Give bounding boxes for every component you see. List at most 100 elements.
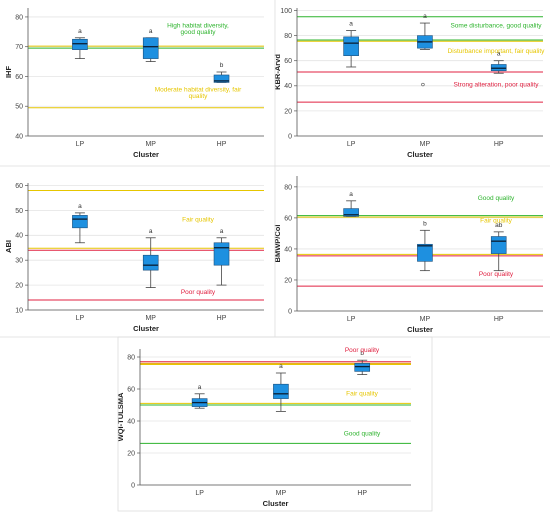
significance-label: a <box>149 28 153 35</box>
box-LP <box>343 208 359 217</box>
threshold-annotation: Moderate habitat diversity, fair <box>155 86 242 93</box>
threshold-annotation: Fair quality <box>346 390 379 397</box>
chart-panel-3: 10 20 30 40 50 60 a LP a MP a HP Fair quality Poor qu… <box>4 183 264 333</box>
threshold-annotation: good quality <box>180 29 216 36</box>
x-tick-label: MP <box>145 141 156 148</box>
y-axis-title: IHF <box>4 66 13 79</box>
significance-label: a <box>349 21 353 28</box>
x-tick-label: HP <box>217 315 227 322</box>
y-axis-title: ABI <box>4 240 13 253</box>
y-tick-label: 80 <box>284 33 292 40</box>
x-tick-label: MP <box>420 316 431 323</box>
x-tick-label: HP <box>494 141 504 148</box>
x-axis-title: Cluster <box>407 325 433 334</box>
y-tick-label: 20 <box>127 450 135 457</box>
box-MP <box>142 254 159 271</box>
x-tick-label: MP <box>420 141 431 148</box>
significance-label: a <box>220 228 224 235</box>
x-axis-title: Cluster <box>133 324 159 333</box>
y-tick-label: 40 <box>15 233 23 240</box>
y-tick-label: 80 <box>284 184 292 191</box>
box-HP <box>490 236 507 254</box>
significance-label: a <box>279 363 283 370</box>
threshold-annotation: quality <box>189 93 209 100</box>
significance-label: b <box>360 350 364 357</box>
x-axis-title: Cluster <box>407 150 433 159</box>
threshold-annotation: Poor quality <box>181 289 216 296</box>
y-tick-label: 0 <box>288 308 292 315</box>
x-tick-label: MP <box>276 490 287 497</box>
box-LP <box>72 215 88 229</box>
y-tick-label: 100 <box>280 8 292 15</box>
y-tick-label: 20 <box>284 108 292 115</box>
significance-label: ab <box>495 222 503 229</box>
y-tick-label: 60 <box>284 58 292 65</box>
significance-label: a <box>497 51 501 58</box>
significance-label: b <box>423 220 427 227</box>
threshold-annotation: Some disturbance, good quality <box>450 22 542 29</box>
x-tick-label: LP <box>76 141 85 148</box>
chart-panel-5: 0 20 40 60 80 a LP a MP b HP Poor quality Fair quali… <box>116 347 411 508</box>
x-tick-label: HP <box>494 316 504 323</box>
y-axis-title: WQI-TULSMA <box>116 392 125 441</box>
threshold-annotation: Fair quality <box>182 217 215 224</box>
significance-label: b <box>220 62 224 69</box>
chart-panel-4: 0 20 40 60 80 a LP b MP ab HP Good quality Fair qual… <box>273 176 543 334</box>
y-tick-label: 10 <box>15 307 23 314</box>
chart-panel-2: 0 20 40 60 80 100 a LP a MP a HP Some disturbance, g… <box>273 8 545 159</box>
threshold-annotation: Strong alteration, poor quality <box>454 81 540 88</box>
box-HP <box>213 242 230 266</box>
significance-label: a <box>198 384 202 391</box>
y-tick-label: 40 <box>284 83 292 90</box>
x-tick-label: LP <box>76 315 85 322</box>
x-tick-label: LP <box>195 490 204 497</box>
y-tick-label: 20 <box>15 282 23 289</box>
y-tick-label: 80 <box>15 14 23 21</box>
bottom-panel-border <box>117 336 433 512</box>
threshold-annotation: Poor quality <box>345 347 380 354</box>
x-tick-label: HP <box>217 141 227 148</box>
x-tick-label: LP <box>347 316 356 323</box>
chart-panel-1: 40 50 60 70 80 a LP a MP b HP High habitat diversit… <box>4 8 264 159</box>
x-tick-label: HP <box>357 490 367 497</box>
box-MP <box>142 37 159 59</box>
y-tick-label: 30 <box>15 258 23 265</box>
significance-label: a <box>149 228 153 235</box>
box-LP <box>343 36 359 56</box>
y-tick-label: 50 <box>15 104 23 111</box>
box-HP <box>213 74 230 83</box>
y-tick-label: 60 <box>127 386 135 393</box>
y-tick-label: 80 <box>127 354 135 361</box>
x-tick-label: LP <box>347 141 356 148</box>
threshold-annotation: High habitat diversity, <box>167 22 229 29</box>
y-tick-label: 20 <box>284 277 292 284</box>
threshold-annotation: Poor quality <box>479 271 514 278</box>
threshold-annotation: Disturbance important, fair quality <box>448 48 546 55</box>
box-LP <box>72 38 88 50</box>
significance-label: a <box>78 203 82 210</box>
significance-label: a <box>78 28 82 35</box>
threshold-annotation: Good quality <box>344 430 381 437</box>
outlier-point <box>421 82 425 87</box>
y-tick-label: 40 <box>127 418 135 425</box>
y-axis-title: KBR-Arvd <box>273 54 282 90</box>
y-tick-label: 40 <box>15 133 23 140</box>
threshold-annotation: Fair quality <box>480 218 513 225</box>
y-tick-label: 60 <box>15 183 23 190</box>
y-tick-label: 60 <box>284 215 292 222</box>
significance-label: a <box>349 191 353 198</box>
y-tick-label: 50 <box>15 208 23 215</box>
significance-label: a <box>423 13 427 20</box>
box-HP <box>354 363 371 372</box>
box-MP <box>417 243 433 262</box>
x-tick-label: MP <box>145 315 156 322</box>
y-tick-label: 70 <box>15 44 23 51</box>
box-MP <box>273 383 289 399</box>
x-axis-title: Cluster <box>133 150 159 159</box>
y-tick-label: 40 <box>284 246 292 253</box>
y-tick-label: 0 <box>131 482 135 489</box>
y-axis-title: BMWP/Col <box>273 225 282 263</box>
threshold-annotation: Good quality <box>478 195 515 202</box>
y-tick-label: 60 <box>15 74 23 81</box>
